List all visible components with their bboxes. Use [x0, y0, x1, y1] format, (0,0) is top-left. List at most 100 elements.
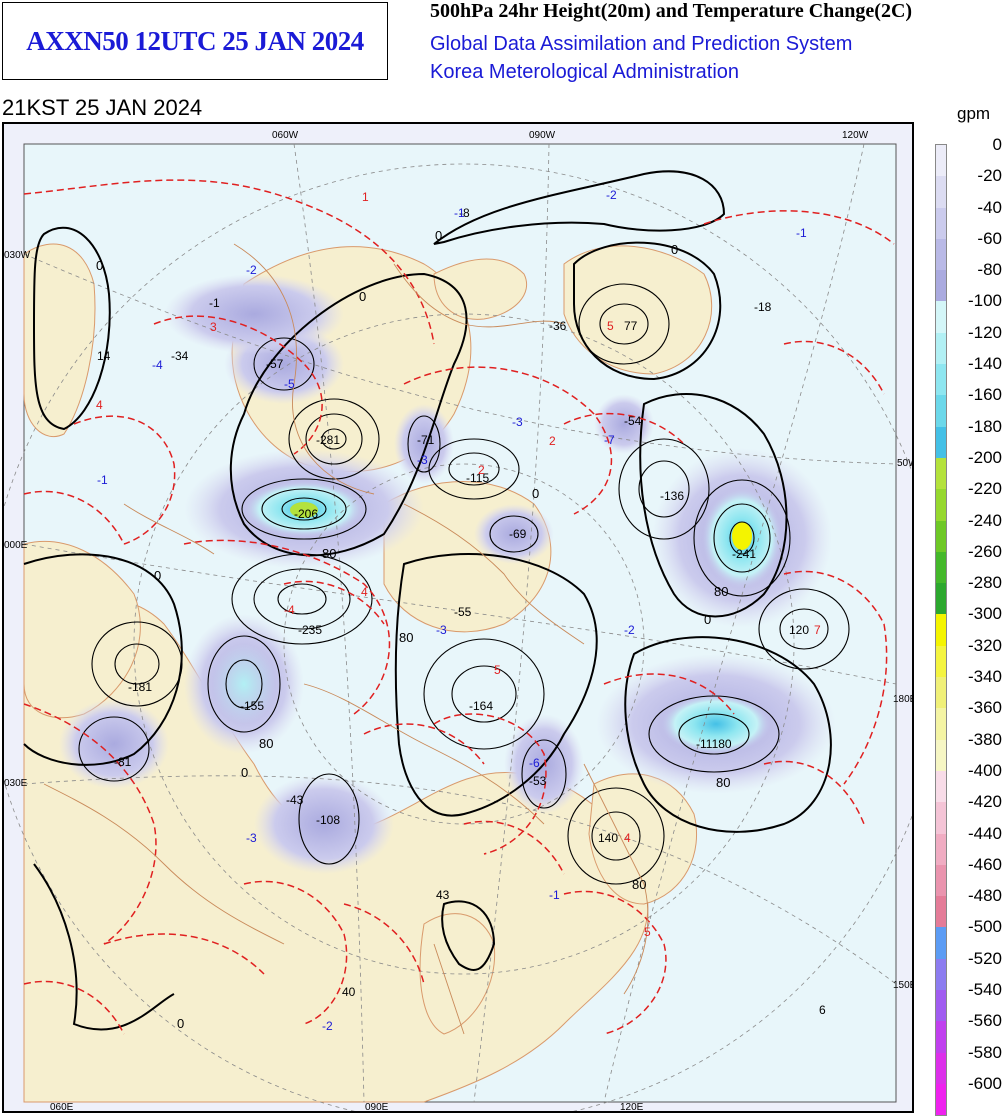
tc-label: 3 — [210, 320, 217, 334]
legend-swatch — [936, 145, 946, 177]
hc-label: 14 — [97, 349, 111, 363]
map-canvas[interactable]: -8 -57 -281 -71 -115 -36 77 -54 -18 -1 1… — [4, 124, 912, 1111]
legend-swatch — [936, 176, 946, 208]
hc-label: -53 — [529, 774, 547, 788]
agency-name: Korea Meterological Administration — [430, 61, 740, 83]
legend-swatch — [936, 426, 946, 458]
legend-level-label: -100 — [967, 291, 1002, 311]
tc-label: 2 — [478, 463, 485, 477]
legend-swatch — [936, 645, 946, 678]
legend-swatch — [936, 802, 946, 834]
hc-label: -55 — [454, 605, 472, 619]
contour-label: 0 — [96, 258, 103, 273]
system-name: Global Data Assimilation and Prediction … — [430, 33, 853, 55]
hc-label: -1 — [209, 296, 220, 310]
temperature-change-contours — [23, 179, 895, 1035]
tc-label: 4 — [96, 398, 103, 412]
hc-label: -81 — [114, 755, 132, 769]
tc-label: 4 — [624, 831, 631, 845]
tc-label: -1 — [796, 226, 807, 240]
tc-label: 7 — [814, 623, 821, 637]
legend-swatch — [936, 927, 946, 959]
tc-label: 1 — [362, 190, 369, 204]
legend-swatch — [936, 833, 946, 865]
legend-level-label: -600 — [967, 1073, 1002, 1093]
contour-label: 80 — [399, 630, 413, 645]
hc-label: -36 — [549, 319, 567, 333]
contour-label: 0 — [704, 612, 711, 627]
legend-level-label: -160 — [967, 385, 1002, 405]
hc-label: -11180 — [696, 737, 732, 751]
hc-label: -241 — [732, 547, 756, 561]
legend-swatch — [936, 583, 946, 615]
meridian-label: 090W — [529, 130, 556, 141]
legend-swatch — [936, 207, 946, 239]
hc-label: 77 — [624, 319, 638, 333]
map-panel[interactable]: -8 -57 -281 -71 -115 -36 77 -54 -18 -1 1… — [2, 122, 914, 1113]
legend-swatch — [936, 270, 946, 302]
legend-level-label: -140 — [967, 354, 1002, 374]
meridian-label: 060E — [50, 1102, 74, 1111]
legend-level-label: -460 — [967, 854, 1002, 874]
hc-label: -18 — [754, 300, 772, 314]
zero-contours — [23, 170, 832, 1031]
legend-level-label: -300 — [967, 604, 1002, 624]
tc-label: -2 — [624, 623, 635, 637]
tc-label: -5 — [284, 377, 295, 391]
contour-label: 80 — [632, 877, 646, 892]
meridian-label: 120E — [620, 1102, 644, 1111]
legend-swatch — [936, 708, 946, 740]
legend-level-label: -240 — [967, 510, 1002, 530]
legend-level-label: -320 — [967, 635, 1002, 655]
hc-label: -155 — [240, 699, 264, 713]
color-legend-bar — [935, 144, 947, 1116]
contour-label: 0 — [671, 242, 678, 257]
legend-level-label: -260 — [967, 541, 1002, 561]
legend-level-label: -200 — [967, 447, 1002, 467]
meridian-label: 060W — [272, 130, 299, 141]
meridian-label: 090E — [365, 1102, 389, 1111]
legend-level-label: 0 — [992, 135, 1002, 154]
tc-label: -3 — [512, 415, 523, 429]
legend-swatch — [936, 739, 946, 771]
hc-label: -281 — [316, 433, 340, 447]
legend-level-label: -480 — [967, 886, 1002, 906]
tc-label: -2 — [606, 188, 617, 202]
legend-level-label: -120 — [967, 322, 1002, 342]
graticule-labels: 060W 090W 120W 030W 060E 090E 120E 000E … — [4, 130, 912, 1111]
legend-swatch — [936, 896, 946, 928]
meridian-label: 120W — [842, 130, 869, 141]
parallel-label: 030E — [4, 778, 28, 789]
legend-swatch — [936, 1083, 946, 1116]
legend-level-label: -580 — [967, 1042, 1002, 1062]
contour-label: 80 — [259, 736, 273, 751]
height-change-shading — [59, 274, 836, 874]
coastlines — [43, 243, 649, 1035]
legend-level-label: -60 — [977, 228, 1002, 248]
legend-swatch — [936, 457, 946, 490]
legend-swatch — [936, 489, 946, 521]
hc-label: -115 — [466, 471, 489, 485]
legend-unit: gpm — [957, 104, 991, 123]
hc-label: -206 — [294, 507, 318, 521]
hc-label: 43 — [436, 888, 450, 902]
tc-label: 2 — [549, 434, 556, 448]
parallel-label: 000E — [4, 540, 28, 551]
contour-label: 0 — [435, 228, 442, 243]
legend-level-label: -400 — [967, 760, 1002, 780]
contour-label: 0 — [177, 1016, 184, 1031]
legend-level-label: -220 — [967, 479, 1002, 499]
hc-label: -181 — [128, 680, 152, 694]
legend-swatch — [936, 770, 946, 803]
legend-swatch — [936, 990, 946, 1022]
hc-label: -71 — [417, 433, 435, 447]
legend-level-label: -520 — [967, 948, 1002, 968]
legend-level-label: -440 — [967, 823, 1002, 843]
legend-swatch — [936, 614, 946, 646]
legend-swatch — [936, 238, 946, 271]
legend-swatch — [936, 395, 946, 427]
tc-label: -3 — [436, 623, 447, 637]
hc-label: -57 — [266, 357, 284, 371]
tc-label: -3 — [246, 831, 257, 845]
legend-level-label: -500 — [967, 917, 1002, 937]
